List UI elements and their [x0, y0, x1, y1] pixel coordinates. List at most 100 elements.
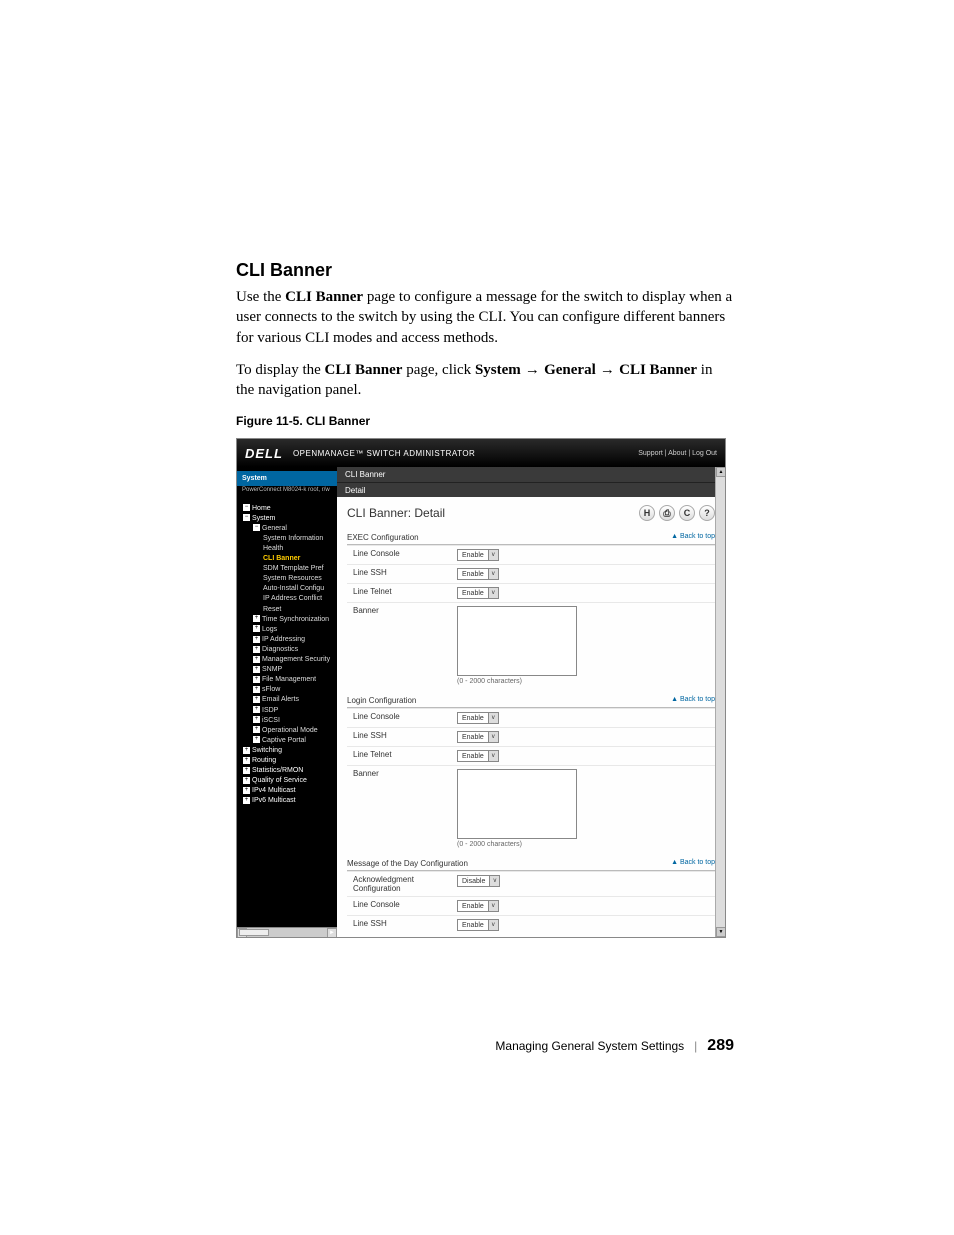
- chevron-down-icon[interactable]: v: [488, 901, 498, 911]
- sidebar-item[interactable]: +Management Security: [243, 655, 337, 665]
- scroll-up-icon[interactable]: ▲: [716, 467, 725, 477]
- banner-textarea[interactable]: [457, 769, 577, 839]
- sidebar-item[interactable]: +Diagnostics: [243, 644, 337, 654]
- tree-toggle-icon[interactable]: −: [253, 524, 260, 531]
- back-to-top-link[interactable]: ▲ Back to top: [671, 696, 715, 705]
- print-icon[interactable]: ⎙: [659, 505, 675, 521]
- chevron-down-icon[interactable]: v: [488, 569, 498, 579]
- tree-toggle-icon[interactable]: +: [253, 706, 260, 713]
- crumb-1[interactable]: CLI Banner: [337, 467, 725, 483]
- tree-toggle-icon[interactable]: +: [243, 787, 250, 794]
- tree-toggle-icon[interactable]: +: [243, 777, 250, 784]
- sidebar-item[interactable]: +sFlow: [243, 685, 337, 695]
- chevron-down-icon[interactable]: v: [488, 751, 498, 761]
- sidebar-item[interactable]: Health: [243, 544, 337, 554]
- tree-toggle-icon[interactable]: +: [253, 686, 260, 693]
- tree-toggle-icon[interactable]: +: [253, 636, 260, 643]
- sidebar-item-label: Operational Mode: [262, 727, 318, 734]
- sidebar-item[interactable]: Reset: [243, 604, 337, 614]
- sidebar-item[interactable]: −General: [243, 523, 337, 533]
- sidebar-item[interactable]: +Email Alerts: [243, 695, 337, 705]
- sidebar-subhead: PowerConnect M8024-k root, r/w: [237, 486, 337, 499]
- dropdown-value: Disable: [458, 878, 489, 885]
- sidebar-item[interactable]: +ISDP: [243, 705, 337, 715]
- chevron-down-icon[interactable]: v: [489, 876, 499, 886]
- chevron-down-icon[interactable]: v: [488, 713, 498, 723]
- sidebar-item[interactable]: −Home: [243, 503, 337, 513]
- sidebar-item[interactable]: +IPv4 Multicast: [243, 786, 337, 796]
- dropdown[interactable]: Enablev: [457, 731, 499, 743]
- chevron-down-icon[interactable]: v: [488, 920, 498, 930]
- dropdown[interactable]: Enablev: [457, 549, 499, 561]
- sidebar-item[interactable]: −System: [243, 513, 337, 523]
- help-icon[interactable]: ?: [699, 505, 715, 521]
- scroll-right-icon[interactable]: ►: [327, 928, 337, 937]
- tree-toggle-icon[interactable]: +: [253, 646, 260, 653]
- tree-toggle-icon[interactable]: +: [243, 797, 250, 804]
- tree-toggle-icon[interactable]: +: [243, 767, 250, 774]
- sidebar-item[interactable]: System Information: [243, 533, 337, 543]
- sidebar-item[interactable]: SDM Template Pref: [243, 564, 337, 574]
- form-row: Line ConsoleEnablev: [347, 896, 715, 915]
- sidebar-item[interactable]: CLI Banner: [243, 554, 337, 564]
- scroll-thumb[interactable]: [239, 929, 269, 936]
- scroll-down-icon[interactable]: ▼: [716, 927, 725, 937]
- tree-toggle-icon[interactable]: +: [243, 757, 250, 764]
- sidebar-item[interactable]: +Statistics/RMON: [243, 766, 337, 776]
- tree-toggle-icon[interactable]: +: [243, 747, 250, 754]
- sidebar-item[interactable]: +IP Addressing: [243, 634, 337, 644]
- dropdown[interactable]: Enablev: [457, 712, 499, 724]
- header-links[interactable]: Support | About | Log Out: [638, 450, 717, 457]
- dropdown[interactable]: Enablev: [457, 919, 499, 931]
- dropdown[interactable]: Disablev: [457, 875, 500, 887]
- sidebar-item[interactable]: +Quality of Service: [243, 776, 337, 786]
- sidebar-item[interactable]: +Logs: [243, 624, 337, 634]
- section-header: Login Configuration▲ Back to top: [347, 694, 715, 708]
- tree-toggle-icon[interactable]: +: [253, 615, 260, 622]
- back-to-top-link[interactable]: ▲ Back to top: [671, 533, 715, 542]
- tree-toggle-icon[interactable]: +: [253, 736, 260, 743]
- sidebar-item-label: General: [262, 525, 287, 532]
- tree-toggle-icon[interactable]: +: [253, 726, 260, 733]
- sidebar-item[interactable]: IP Address Conflict: [243, 594, 337, 604]
- sidebar-hscroll[interactable]: ◄ ►: [237, 927, 337, 937]
- tree-toggle-icon[interactable]: +: [253, 656, 260, 663]
- dropdown[interactable]: Enablev: [457, 750, 499, 762]
- sidebar-item[interactable]: +Time Synchronization: [243, 614, 337, 624]
- sidebar-item[interactable]: System Resources: [243, 574, 337, 584]
- sidebar-item[interactable]: +Operational Mode: [243, 725, 337, 735]
- sidebar-item[interactable]: +File Management: [243, 675, 337, 685]
- dropdown-value: Enable: [458, 552, 488, 559]
- refresh-icon[interactable]: C: [679, 505, 695, 521]
- back-to-top-link[interactable]: ▲ Back to top: [671, 859, 715, 868]
- chevron-down-icon[interactable]: v: [488, 732, 498, 742]
- save-icon[interactable]: H: [639, 505, 655, 521]
- sidebar-item[interactable]: +Routing: [243, 755, 337, 765]
- sidebar-item[interactable]: Auto-Install Configu: [243, 584, 337, 594]
- dropdown[interactable]: Enablev: [457, 587, 499, 599]
- chevron-down-icon[interactable]: v: [488, 588, 498, 598]
- sidebar-item[interactable]: +Captive Portal: [243, 735, 337, 745]
- crumb-2[interactable]: Detail: [337, 483, 373, 498]
- main-panel: CLI Banner Detail CLI Banner: Detail H ⎙…: [337, 467, 725, 937]
- sidebar-item[interactable]: +SNMP: [243, 665, 337, 675]
- dropdown[interactable]: Enablev: [457, 900, 499, 912]
- tree-toggle-icon[interactable]: +: [253, 716, 260, 723]
- main-vscroll[interactable]: ▲ ▼: [715, 467, 725, 937]
- form-row: Line SSHEnablev: [347, 915, 715, 934]
- chevron-down-icon[interactable]: v: [488, 550, 498, 560]
- sidebar-item[interactable]: +Switching: [243, 745, 337, 755]
- paragraph-2: To display the CLI Banner page, click Sy…: [236, 360, 734, 401]
- tree-toggle-icon[interactable]: +: [253, 666, 260, 673]
- tree-toggle-icon[interactable]: +: [253, 625, 260, 632]
- sidebar-item[interactable]: +iSCSI: [243, 715, 337, 725]
- banner-textarea[interactable]: [457, 606, 577, 676]
- tree-toggle-icon[interactable]: +: [253, 696, 260, 703]
- dropdown-value: Enable: [458, 922, 488, 929]
- sidebar-item-label: System Resources: [263, 575, 322, 582]
- tree-toggle-icon[interactable]: −: [243, 514, 250, 521]
- tree-toggle-icon[interactable]: −: [243, 504, 250, 511]
- dropdown[interactable]: Enablev: [457, 568, 499, 580]
- tree-toggle-icon[interactable]: +: [253, 676, 260, 683]
- sidebar-item[interactable]: +IPv6 Multicast: [243, 796, 337, 806]
